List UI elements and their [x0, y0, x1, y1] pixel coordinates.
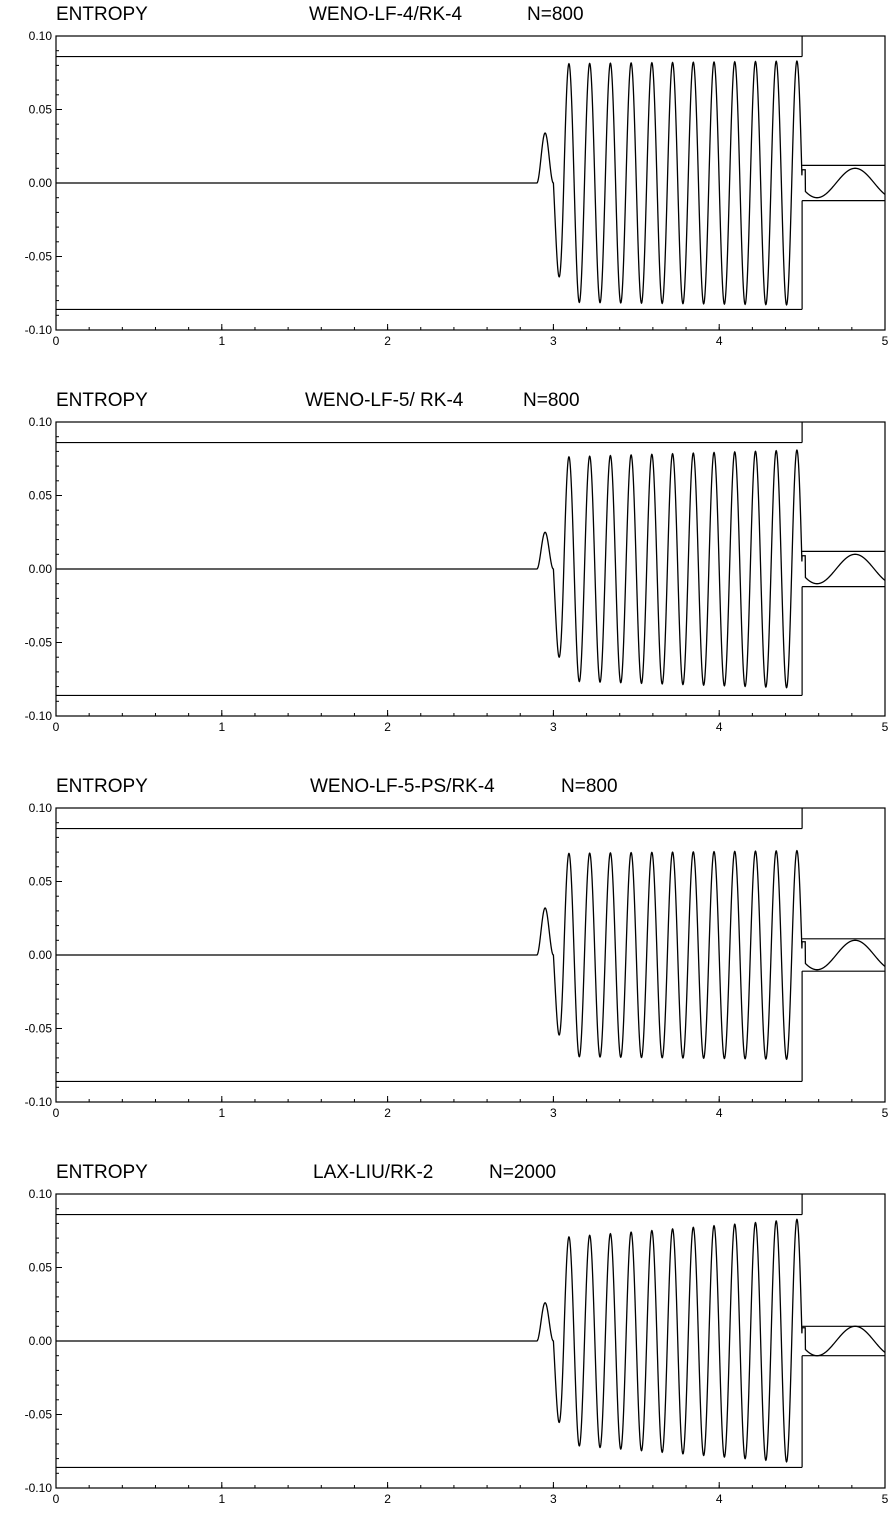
- chart-svg: 0.10 0.05 0.00 -0.05 -0.100 1 2 3 4 5: [25, 1187, 889, 1506]
- x-tick-label: 4: [716, 720, 723, 734]
- x-tick-label: 1: [218, 334, 225, 348]
- x-tick-label: 2: [384, 1106, 391, 1120]
- chart-svg: 0.10 0.05 0.00 -0.05 -0.100 1 2 3 4 5: [25, 801, 889, 1120]
- x-tick-label: 4: [716, 334, 723, 348]
- chart-panel: ENTROPY WENO-LF-5-PS/RK-4 N=800 0.10 0.05 0.0…: [0, 772, 891, 1152]
- y-tick-label: -0.05: [25, 1022, 53, 1036]
- chart-title-quantity: ENTROPY: [56, 390, 148, 411]
- chart-title-resolution: N=800: [523, 390, 580, 411]
- reference-envelope: [56, 422, 885, 697]
- y-tick-label: 0.00: [29, 948, 53, 962]
- y-tick-label: 0.00: [29, 1334, 53, 1348]
- chart-title-method: WENO-LF-5/ RK-4: [305, 390, 464, 411]
- chart-panel: ENTROPY LAX-LIU/RK-2 N=2000 0.10 0.05 0.00 -0.…: [0, 1158, 891, 1538]
- y-tick-label: 0.05: [29, 1261, 53, 1275]
- y-tick-label: -0.10: [25, 1481, 53, 1495]
- chart-title-quantity: ENTROPY: [56, 4, 148, 25]
- x-tick-label: 3: [550, 1492, 557, 1506]
- x-tick-label: 4: [716, 1492, 723, 1506]
- reference-envelope: [56, 36, 885, 311]
- x-tick-label: 1: [218, 720, 225, 734]
- x-tick-label: 3: [550, 720, 557, 734]
- chart-title-quantity: ENTROPY: [56, 1162, 148, 1183]
- x-tick-label: 2: [384, 334, 391, 348]
- x-tick-label: 0: [53, 1106, 60, 1120]
- chart-title-resolution: N=800: [561, 776, 618, 797]
- y-tick-label: 0.10: [29, 415, 53, 429]
- x-tick-label: 3: [550, 1106, 557, 1120]
- y-tick-label: -0.10: [25, 709, 53, 723]
- chart-panel: ENTROPY WENO-LF-4/RK-4 N=800 0.10 0.05 0.00 -0…: [0, 0, 891, 380]
- x-tick-label: 0: [53, 334, 60, 348]
- numerical-solution-line: [56, 449, 886, 689]
- x-tick-label: 1: [218, 1492, 225, 1506]
- x-tick-label: 0: [53, 1492, 60, 1506]
- x-tick-label: 5: [882, 334, 889, 348]
- reference-envelope: [56, 808, 885, 1083]
- numerical-solution-line: [56, 60, 886, 306]
- chart-svg: 0.10 0.05 0.00 -0.05 -0.100 1 2 3 4 5: [25, 29, 889, 348]
- chart-panel: ENTROPY WENO-LF-5/ RK-4 N=800 0.10 0.05 0.00 -…: [0, 386, 891, 766]
- y-tick-label: -0.10: [25, 323, 53, 337]
- y-tick-label: -0.05: [25, 636, 53, 650]
- y-tick-label: 0.10: [29, 29, 53, 43]
- y-tick-label: -0.05: [25, 1408, 53, 1422]
- y-tick-label: 0.05: [29, 103, 53, 117]
- chart-title-resolution: N=2000: [489, 1162, 557, 1183]
- x-tick-label: 5: [882, 720, 889, 734]
- x-tick-label: 5: [882, 1106, 889, 1120]
- chart-title-quantity: ENTROPY: [56, 776, 148, 797]
- y-tick-label: 0.10: [29, 801, 53, 815]
- chart-title-method: WENO-LF-5-PS/RK-4: [310, 776, 495, 797]
- numerical-solution-line: [56, 849, 886, 1061]
- x-tick-label: 1: [218, 1106, 225, 1120]
- x-tick-label: 5: [882, 1492, 889, 1506]
- y-tick-label: 0.05: [29, 489, 53, 503]
- chart-svg: 0.10 0.05 0.00 -0.05 -0.100 1 2 3 4 5: [25, 415, 889, 734]
- y-tick-label: -0.05: [25, 250, 53, 264]
- numerical-solution-line: [56, 1218, 886, 1463]
- x-tick-label: 2: [384, 720, 391, 734]
- chart-title-method: LAX-LIU/RK-2: [313, 1162, 434, 1183]
- y-tick-label: 0.10: [29, 1187, 53, 1201]
- x-tick-label: 3: [550, 334, 557, 348]
- y-tick-label: -0.10: [25, 1095, 53, 1109]
- y-tick-label: 0.05: [29, 875, 53, 889]
- chart-title-method: WENO-LF-4/RK-4: [309, 4, 463, 25]
- x-tick-label: 2: [384, 1492, 391, 1506]
- chart-title-resolution: N=800: [527, 4, 584, 25]
- x-tick-label: 4: [716, 1106, 723, 1120]
- y-tick-label: 0.00: [29, 562, 53, 576]
- reference-envelope: [56, 1194, 885, 1469]
- y-tick-label: 0.00: [29, 176, 53, 190]
- x-tick-label: 0: [53, 720, 60, 734]
